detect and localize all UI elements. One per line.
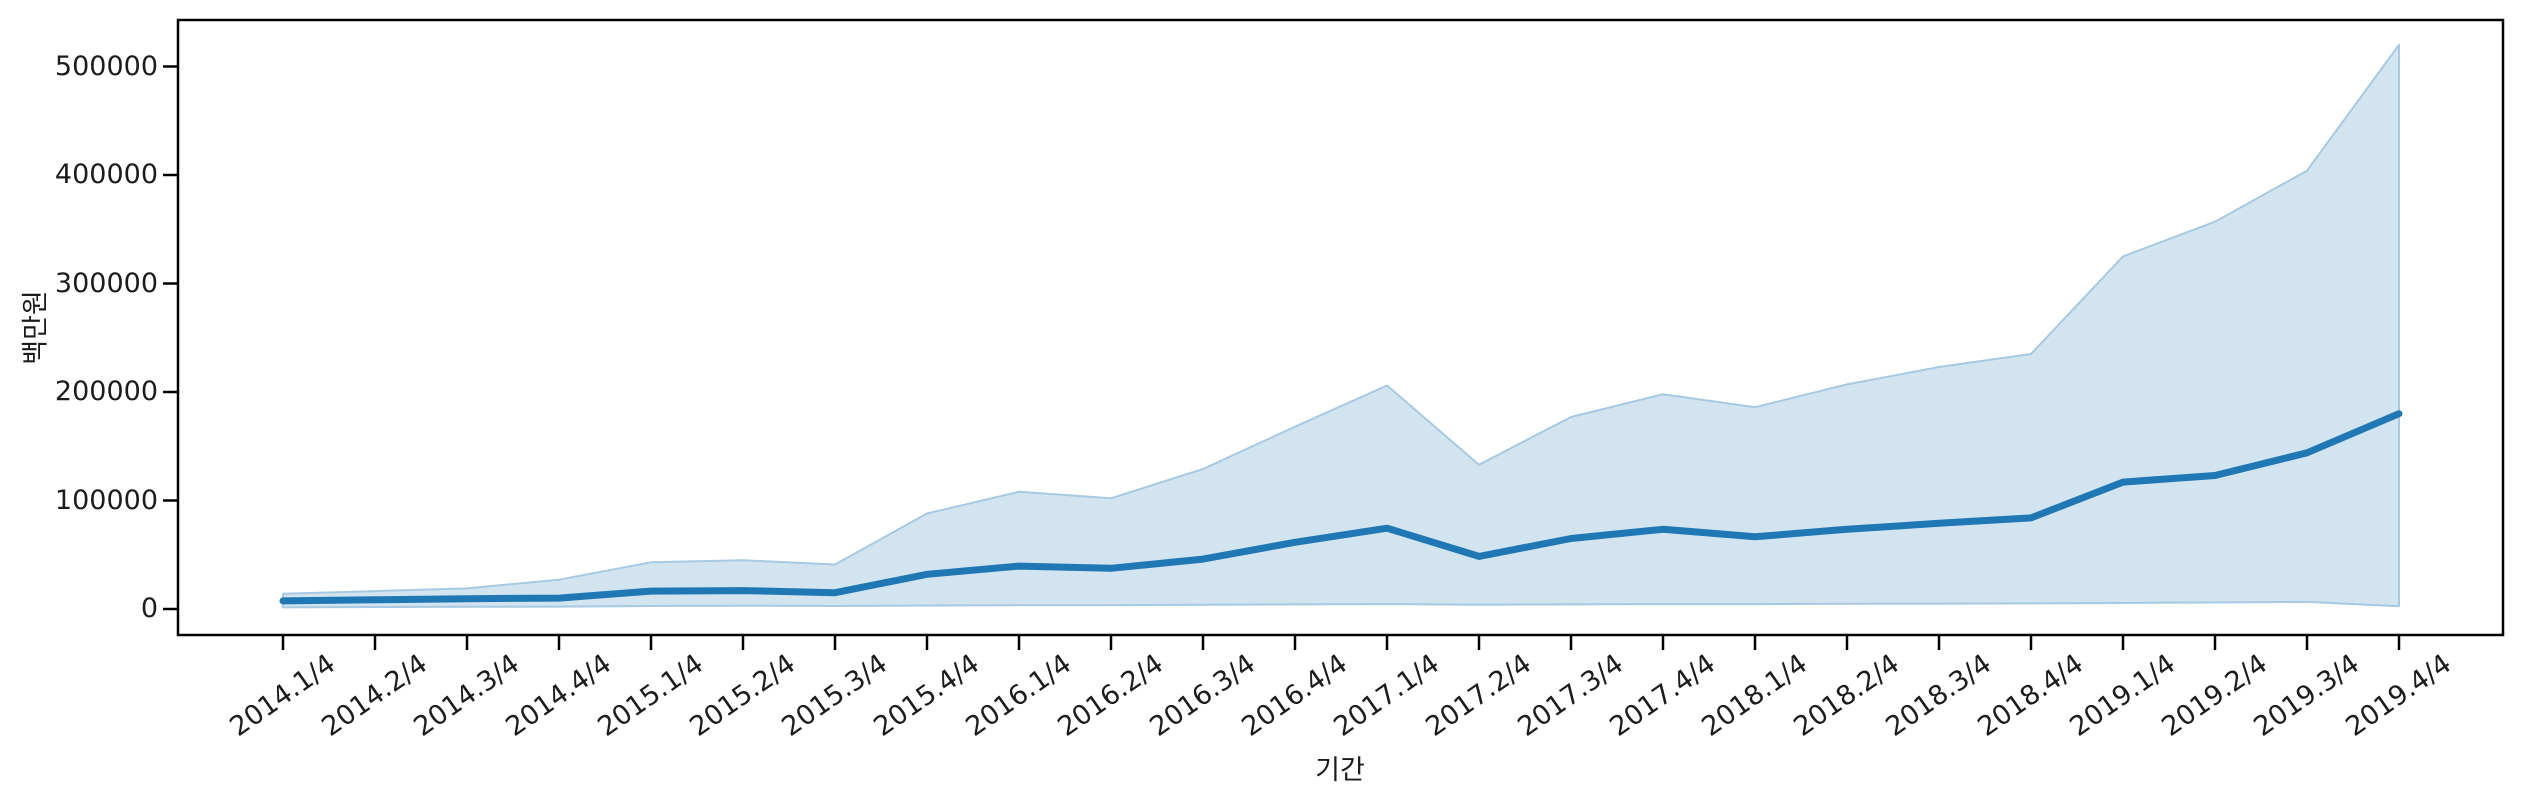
confidence-band xyxy=(282,43,2400,609)
plot-border xyxy=(176,18,2505,637)
y-tick-label: 500000 xyxy=(54,50,158,82)
y-tick-label: 400000 xyxy=(54,159,158,190)
y-tick-label: 300000 xyxy=(54,267,158,299)
x-axis-label: 기간 xyxy=(1315,755,1365,786)
y-tick-label: 0 xyxy=(140,593,158,624)
y-tick-label: 100000 xyxy=(54,484,158,516)
median-line xyxy=(279,410,2403,605)
y-tick-label: 200000 xyxy=(54,376,158,407)
